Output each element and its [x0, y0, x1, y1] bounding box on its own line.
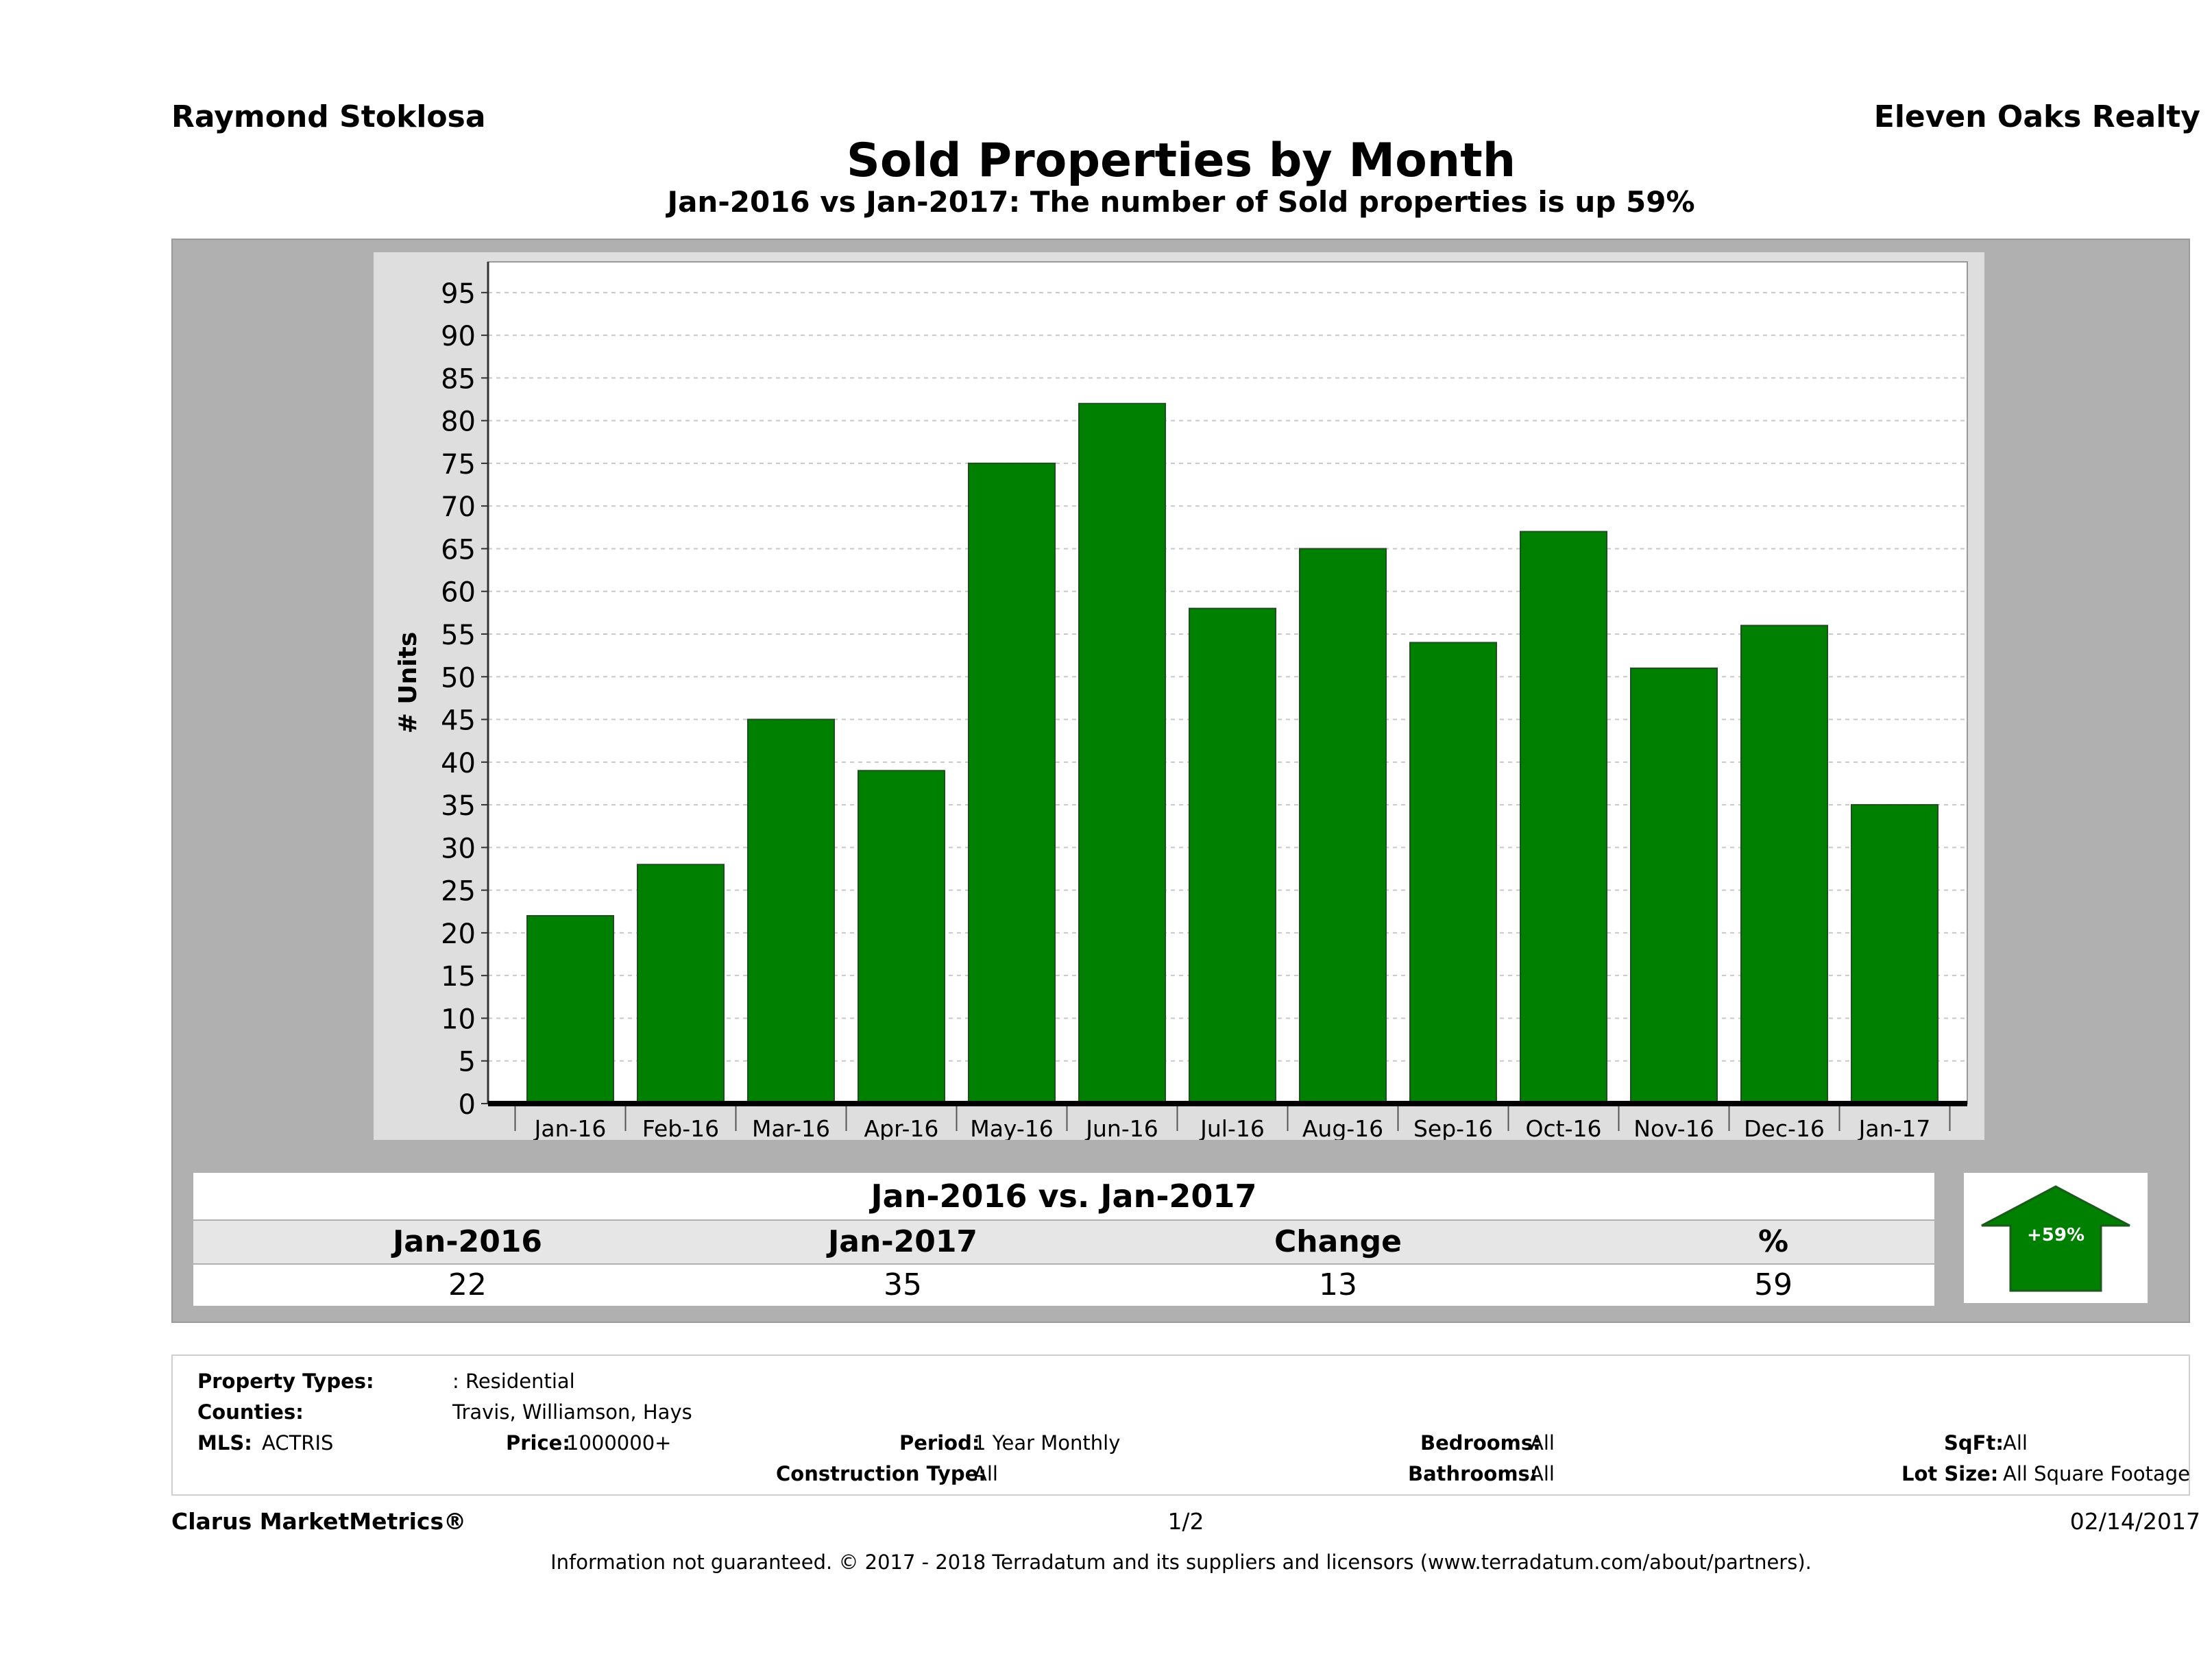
summary-value-jan-2017: 35 [884, 1267, 922, 1302]
y-tick-label: 5 [459, 1047, 476, 1078]
x-tick-label: Jan-16 [533, 1115, 607, 1140]
summary-label-percent: % [1758, 1224, 1789, 1259]
lot-size-value: All Square Footage [2003, 1462, 2191, 1485]
y-tick-label: 15 [441, 961, 476, 993]
bar-apr-16 [858, 770, 945, 1104]
x-tick-label: Apr-16 [864, 1115, 939, 1140]
y-tick-label: 75 [441, 449, 476, 481]
y-tick-label: 95 [441, 278, 476, 310]
bathrooms-value: All [1530, 1462, 1555, 1485]
y-tick-label: 60 [441, 577, 476, 609]
summary-label-jan-2017: Jan-2017 [827, 1224, 978, 1259]
bar-may-16 [968, 462, 1056, 1104]
x-tick-label: May-16 [970, 1115, 1054, 1140]
period-label: Period: [899, 1431, 980, 1455]
bar-nov-16 [1630, 667, 1718, 1104]
summary-label-change: Change [1274, 1224, 1402, 1259]
y-tick-label: 30 [441, 833, 476, 864]
agent-name: Raymond Stoklosa [171, 99, 486, 134]
brokerage-name: Eleven Oaks Realty [1873, 99, 2200, 134]
bar-feb-16 [637, 864, 725, 1104]
mls-value: ACTRIS [262, 1431, 334, 1455]
property-types-value: : Residential [452, 1370, 575, 1393]
x-tick-label: Oct-16 [1526, 1115, 1602, 1140]
y-tick-label: 80 [441, 406, 476, 438]
y-axis-label: # Units [394, 632, 422, 734]
summary-labels-row: Jan-2016 Jan-2017 Change % [193, 1221, 1934, 1263]
bar-chart: 0 5 10 15 20 25 30 35 40 45 50 55 60 65 70 75 80 85 90 95 # … [394, 261, 1968, 1140]
chart-subtitle: Jan-2016 vs Jan-2017: The number of Sold… [667, 185, 1695, 219]
bar-mar-16 [747, 718, 835, 1104]
y-tick-label: 40 [441, 748, 476, 779]
bedrooms-value: All [1530, 1431, 1555, 1455]
x-tick-label: Jul-16 [1199, 1115, 1265, 1140]
counties-value: Travis, Williamson, Hays [452, 1400, 692, 1424]
y-tick-label: 35 [441, 790, 476, 822]
y-tick-label: 85 [441, 363, 476, 395]
disclaimer: Information not guaranteed. © 2017 - 201… [550, 1551, 1812, 1574]
bar-dec-16 [1740, 624, 1828, 1104]
bar-oct-16 [1520, 531, 1607, 1104]
mls-label: MLS: [197, 1431, 252, 1455]
y-tick-label: 0 [459, 1089, 476, 1121]
summary-heading: Jan-2016 vs. Jan-2017 [193, 1173, 1934, 1219]
sqft-value: All [2003, 1431, 2028, 1455]
bathrooms-label: Bathrooms: [1408, 1462, 1538, 1485]
search-criteria: Property Types: : Residential Counties: … [171, 1354, 2190, 1496]
x-tick-label: Nov-16 [1633, 1115, 1714, 1140]
y-tick-label: 55 [441, 620, 476, 651]
y-tick-label: 10 [441, 1004, 476, 1035]
x-tick-label: Aug-16 [1302, 1115, 1383, 1140]
bedrooms-label: Bedrooms: [1420, 1431, 1541, 1455]
construction-type-value: All [973, 1462, 998, 1485]
chart-title: Sold Properties by Month [846, 134, 1516, 188]
property-types-label: Property Types: [197, 1370, 374, 1393]
summary-label-jan-2016: Jan-2016 [392, 1224, 543, 1259]
bar-jun-16 [1078, 402, 1166, 1105]
bar-jan-17 [1851, 804, 1938, 1104]
x-tick-label: Mar-16 [752, 1115, 830, 1140]
up-arrow-icon: +59% [1981, 1185, 2130, 1292]
bar-aug-16 [1299, 548, 1387, 1104]
y-tick-label: 50 [441, 662, 476, 694]
lot-size-label: Lot Size: [1901, 1462, 1999, 1485]
price-value: 1000000+ [566, 1431, 672, 1455]
y-tick-label: 20 [441, 919, 476, 950]
period-value: 1 Year Monthly [973, 1431, 1121, 1455]
change-badge-text: +59% [2027, 1225, 2085, 1245]
x-tick-label: Dec-16 [1744, 1115, 1825, 1140]
y-tick-label: 70 [441, 491, 476, 523]
y-tick-label: 90 [441, 321, 476, 352]
counties-label: Counties: [197, 1400, 304, 1424]
report-date: 02/14/2017 [2069, 1508, 2200, 1535]
summary-value-percent: 59 [1754, 1267, 1792, 1302]
x-tick-label: Sep-16 [1413, 1115, 1493, 1140]
y-tick-label: 65 [441, 534, 476, 566]
x-tick-label: Jan-17 [1858, 1115, 1931, 1140]
x-tick-label: Feb-16 [642, 1115, 719, 1140]
footer-brand: Clarus MarketMetrics® [171, 1508, 467, 1535]
bar-jul-16 [1189, 607, 1276, 1104]
change-badge: +59% [1964, 1173, 2148, 1303]
price-label: Price: [506, 1431, 570, 1455]
summary-value-change: 13 [1319, 1267, 1357, 1302]
bar-jan-16 [526, 915, 614, 1104]
x-tick-label: Jun-16 [1084, 1115, 1158, 1140]
y-tick-label: 25 [441, 876, 476, 908]
summary-value-jan-2016: 22 [448, 1267, 487, 1302]
construction-type-label: Construction Type: [776, 1462, 986, 1485]
bar-sep-16 [1409, 642, 1497, 1104]
summary-values-row: 22 35 13 59 [193, 1265, 1934, 1306]
sqft-label: SqFt: [1944, 1431, 2004, 1455]
y-tick-label: 45 [441, 705, 476, 737]
page-number: 1/2 [1167, 1508, 1204, 1535]
